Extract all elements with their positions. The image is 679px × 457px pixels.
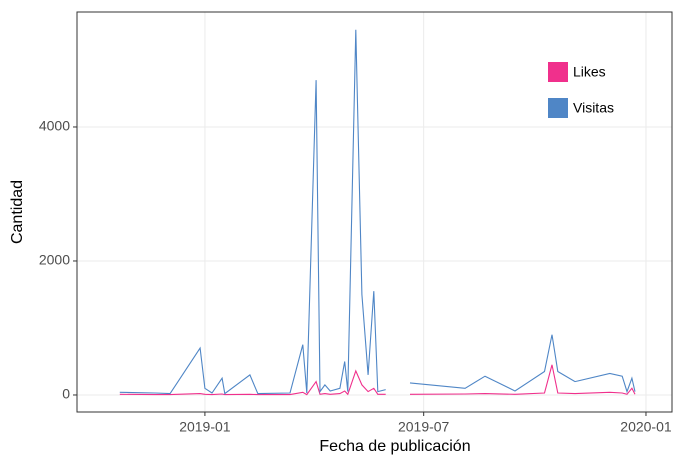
legend-label: Visitas xyxy=(573,100,614,116)
x-tick-label: 2019-01 xyxy=(179,419,231,435)
series-line xyxy=(119,369,386,396)
legend-label: Likes xyxy=(573,64,606,80)
y-tick-label: 4000 xyxy=(39,118,70,134)
x-tick-label: 2020-01 xyxy=(620,419,672,435)
series-line xyxy=(409,364,636,395)
y-axis-label: Cantidad xyxy=(9,180,26,244)
series-line xyxy=(119,29,386,395)
x-axis-label: Fecha de publicación xyxy=(319,438,470,455)
legend-key xyxy=(548,62,568,82)
legend-key xyxy=(548,98,568,118)
series-line xyxy=(409,334,636,394)
x-tick-label: 2019-07 xyxy=(398,419,450,435)
panel-border xyxy=(76,11,673,413)
y-tick-label: 0 xyxy=(62,386,70,402)
y-tick-label: 2000 xyxy=(39,252,70,268)
